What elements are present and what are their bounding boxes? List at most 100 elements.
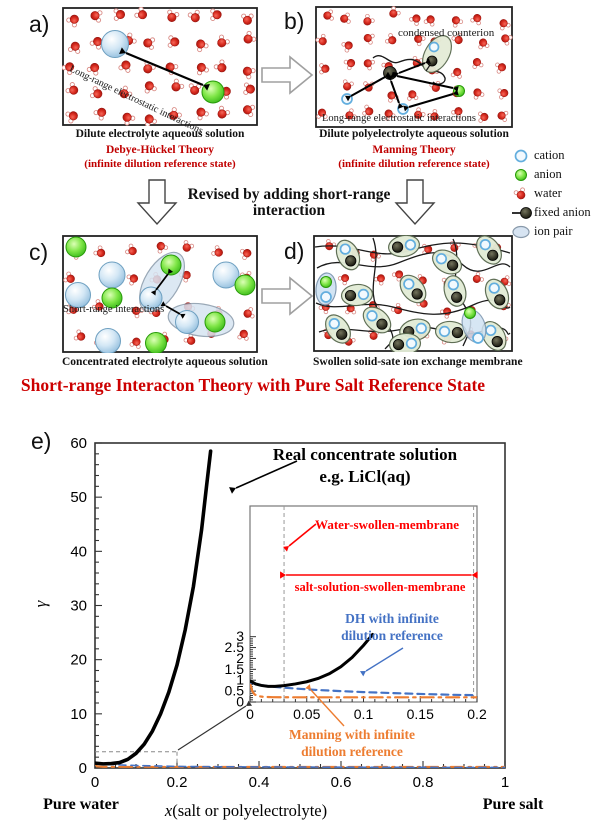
- water-molecule: [337, 274, 350, 286]
- cation-icon: [428, 41, 440, 53]
- water-molecule: [451, 16, 464, 28]
- panel-b-label: b): [284, 8, 305, 34]
- water-molecule: [342, 79, 354, 91]
- y-tick-label: 0: [79, 760, 87, 777]
- water-molecule: [478, 111, 489, 123]
- fixed-anion-cation-pair: [340, 283, 374, 307]
- panel-b-annotation-top: condensed counterion: [398, 27, 495, 39]
- cation-icon: [175, 310, 199, 334]
- figure-heading: Short-range Interacton Theory with Pure …: [20, 375, 486, 395]
- water-molecule: [316, 108, 328, 119]
- water-molecule: [341, 41, 353, 53]
- anion-icon: [204, 311, 226, 333]
- water-molecule: [196, 62, 209, 76]
- fixed-anion-icon: [392, 338, 405, 351]
- ion-pair-icon: [512, 224, 534, 240]
- fixed-anion-cation-pair: [325, 314, 351, 344]
- water-molecule: [73, 329, 86, 341]
- anion-icon: [464, 307, 476, 319]
- fixed-anion-icon: [345, 255, 357, 267]
- water-molecule: [144, 114, 157, 126]
- cation-icon: [472, 332, 484, 344]
- water-molecule: [240, 248, 252, 261]
- revision-note-line1: Revised by adding short-range: [187, 186, 391, 203]
- inset-label-salt-membrane: salt-solution-swollen-membrane: [294, 580, 466, 594]
- manning-curve-inset: [250, 682, 477, 699]
- water-molecule: [182, 240, 195, 252]
- panel-d-diagram: [313, 235, 513, 352]
- water-molecule: [384, 109, 396, 121]
- cation-icon: [212, 261, 240, 289]
- water-molecule: [423, 15, 435, 27]
- water-molecule: [497, 110, 509, 122]
- water-molecule: [210, 8, 222, 21]
- water-molecule: [323, 9, 334, 21]
- fixed-anion-icon: [512, 205, 534, 221]
- y-tick-label: 20: [70, 652, 87, 669]
- x-axis-title-rest: (salt or polyelectrolyte): [172, 801, 328, 820]
- water-molecule: [144, 81, 157, 94]
- water-molecule: [66, 302, 78, 315]
- y-tick-label: 60: [70, 435, 87, 452]
- anion-icon: [234, 274, 256, 296]
- fixed-anion-icon: [491, 336, 503, 348]
- fixed-anion-icon: [451, 291, 463, 303]
- cation-icon: [435, 253, 448, 265]
- water-molecule: [470, 14, 482, 26]
- water-molecule: [125, 243, 137, 256]
- inset-label-manning-line1: Manning with infinite: [288, 727, 416, 742]
- panel-a-caption: Dilute electrolyte aqueous solution: [75, 128, 245, 140]
- water-molecule: [119, 85, 133, 99]
- real-solution-curve-inset: [250, 632, 375, 688]
- anion-icon: [320, 276, 332, 288]
- legend-item-label: fixed anion: [534, 205, 591, 219]
- flow-arrows: [136, 55, 436, 316]
- panel-b-annotation-bottom: Long-range electrostatic interactions: [322, 113, 476, 124]
- water-molecule: [66, 14, 79, 28]
- inset-y-tick-label: 2: [236, 650, 244, 666]
- water-molecule: [171, 78, 185, 92]
- water-molecule: [384, 33, 397, 45]
- inset-x-tick-label: 0.05: [293, 706, 320, 722]
- cation-icon: [328, 318, 340, 330]
- water-molecule: [345, 108, 357, 120]
- inset-label-dh-line1: DH with infinite: [345, 611, 439, 626]
- water-molecule: [62, 62, 75, 76]
- legend-item-label: water: [534, 186, 562, 200]
- inset-y-tick-label: 1: [236, 672, 244, 688]
- y-tick-label: 50: [70, 489, 87, 506]
- water-molecule: [427, 109, 439, 121]
- water-molecule: [213, 59, 227, 73]
- water-molecule: [473, 88, 485, 100]
- water-molecule: [363, 13, 375, 26]
- water-molecule: [422, 243, 433, 255]
- inset-x-tick-label: 0.15: [407, 706, 434, 722]
- fixed-anion-cation-pair: [335, 239, 361, 271]
- panel-b-theory: Manning Theory: [372, 144, 456, 156]
- fixed-anion-cation-pair: [399, 274, 427, 304]
- flow-arrow-right: [261, 276, 314, 316]
- water-molecule: [132, 306, 144, 319]
- x-axis-title: x(salt or polyelectrolyte): [126, 801, 366, 821]
- water-molecule: [91, 299, 104, 311]
- water-molecule: [65, 111, 78, 124]
- panel-b-caption: Dilute polyelectrolyte aqueous solution: [319, 128, 509, 140]
- cation-icon: [366, 310, 378, 322]
- water-molecule: [65, 82, 79, 95]
- cation-icon: [415, 322, 427, 334]
- panel-d-label: d): [284, 238, 305, 264]
- water-molecule: [414, 34, 426, 47]
- water-molecule: [451, 107, 463, 119]
- flow-arrow-down: [136, 179, 178, 226]
- water-molecule: [187, 9, 200, 23]
- water-molecule: [243, 307, 255, 319]
- water-molecule: [450, 67, 462, 79]
- water-molecule: [242, 104, 256, 118]
- water-molecule: [90, 10, 103, 23]
- cation-icon: [357, 288, 370, 301]
- water-molecule: [315, 33, 327, 46]
- y-axis-title: γ: [31, 599, 50, 607]
- fixed-anion-icon: [487, 249, 499, 261]
- water-molecule: [93, 245, 106, 258]
